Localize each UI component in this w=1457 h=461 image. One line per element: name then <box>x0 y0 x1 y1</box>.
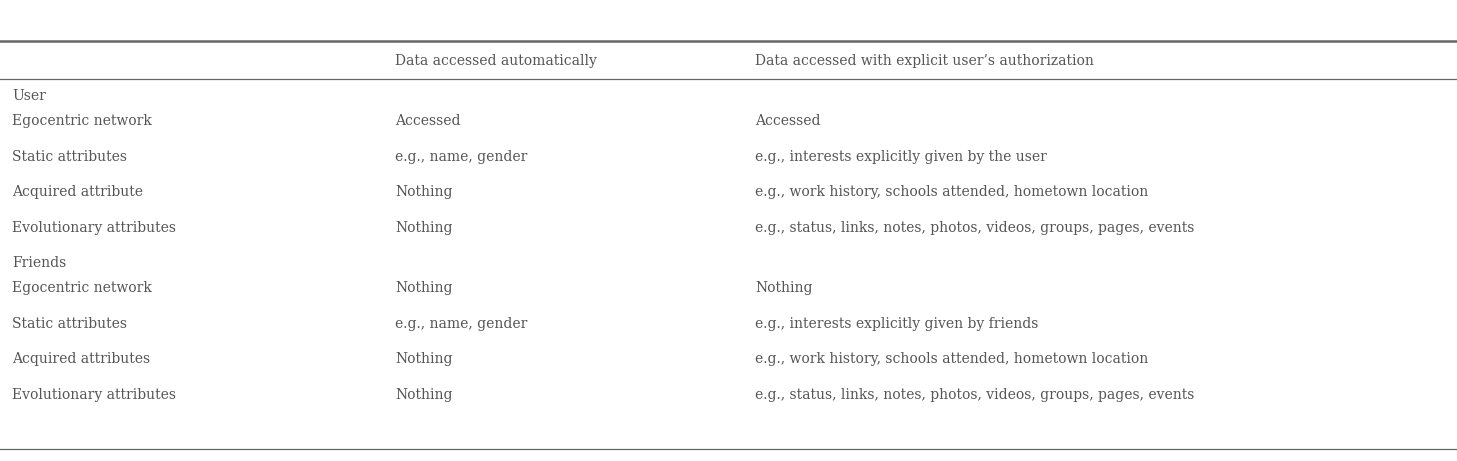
Text: e.g., status, links, notes, photos, videos, groups, pages, events: e.g., status, links, notes, photos, vide… <box>755 388 1195 402</box>
Text: Nothing: Nothing <box>395 281 453 295</box>
Text: Data accessed automatically: Data accessed automatically <box>395 54 597 68</box>
Text: e.g., interests explicitly given by the user: e.g., interests explicitly given by the … <box>755 149 1048 164</box>
Text: Egocentric network: Egocentric network <box>12 281 152 295</box>
Text: Nothing: Nothing <box>395 388 453 402</box>
Text: Friends: Friends <box>12 256 66 270</box>
Text: e.g., name, gender: e.g., name, gender <box>395 317 527 331</box>
Text: Data accessed with explicit user’s authorization: Data accessed with explicit user’s autho… <box>755 54 1094 68</box>
Text: Acquired attribute: Acquired attribute <box>12 185 143 199</box>
Text: Accessed: Accessed <box>755 114 820 128</box>
Text: User: User <box>12 89 45 103</box>
Text: e.g., work history, schools attended, hometown location: e.g., work history, schools attended, ho… <box>755 352 1148 366</box>
Text: e.g., interests explicitly given by friends: e.g., interests explicitly given by frie… <box>755 317 1039 331</box>
Text: e.g., status, links, notes, photos, videos, groups, pages, events: e.g., status, links, notes, photos, vide… <box>755 220 1195 235</box>
Text: Static attributes: Static attributes <box>12 149 127 164</box>
Text: Egocentric network: Egocentric network <box>12 114 152 128</box>
Text: Accessed: Accessed <box>395 114 460 128</box>
Text: Evolutionary attributes: Evolutionary attributes <box>12 220 176 235</box>
Text: Static attributes: Static attributes <box>12 317 127 331</box>
Text: Evolutionary attributes: Evolutionary attributes <box>12 388 176 402</box>
Text: Nothing: Nothing <box>395 185 453 199</box>
Text: e.g., name, gender: e.g., name, gender <box>395 149 527 164</box>
Text: Nothing: Nothing <box>755 281 813 295</box>
Text: Acquired attributes: Acquired attributes <box>12 352 150 366</box>
Text: e.g., work history, schools attended, hometown location: e.g., work history, schools attended, ho… <box>755 185 1148 199</box>
Text: Nothing: Nothing <box>395 220 453 235</box>
Text: Nothing: Nothing <box>395 352 453 366</box>
